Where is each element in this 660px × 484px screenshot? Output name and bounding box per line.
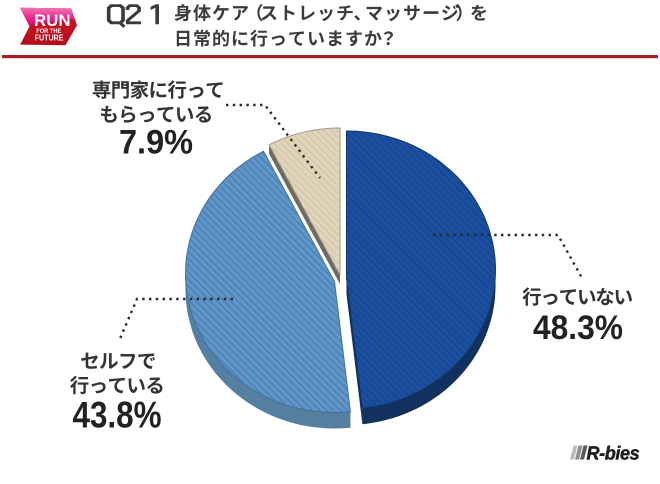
svg-text:7.9%: 7.9% bbox=[119, 124, 193, 162]
svg-text:RUN: RUN bbox=[34, 11, 71, 30]
svg-text:FUTURE: FUTURE bbox=[35, 33, 64, 43]
svg-text:FOR THE: FOR THE bbox=[36, 28, 62, 35]
svg-text:48.3%: 48.3% bbox=[533, 309, 623, 347]
svg-text:43.8%: 43.8% bbox=[73, 395, 162, 436]
